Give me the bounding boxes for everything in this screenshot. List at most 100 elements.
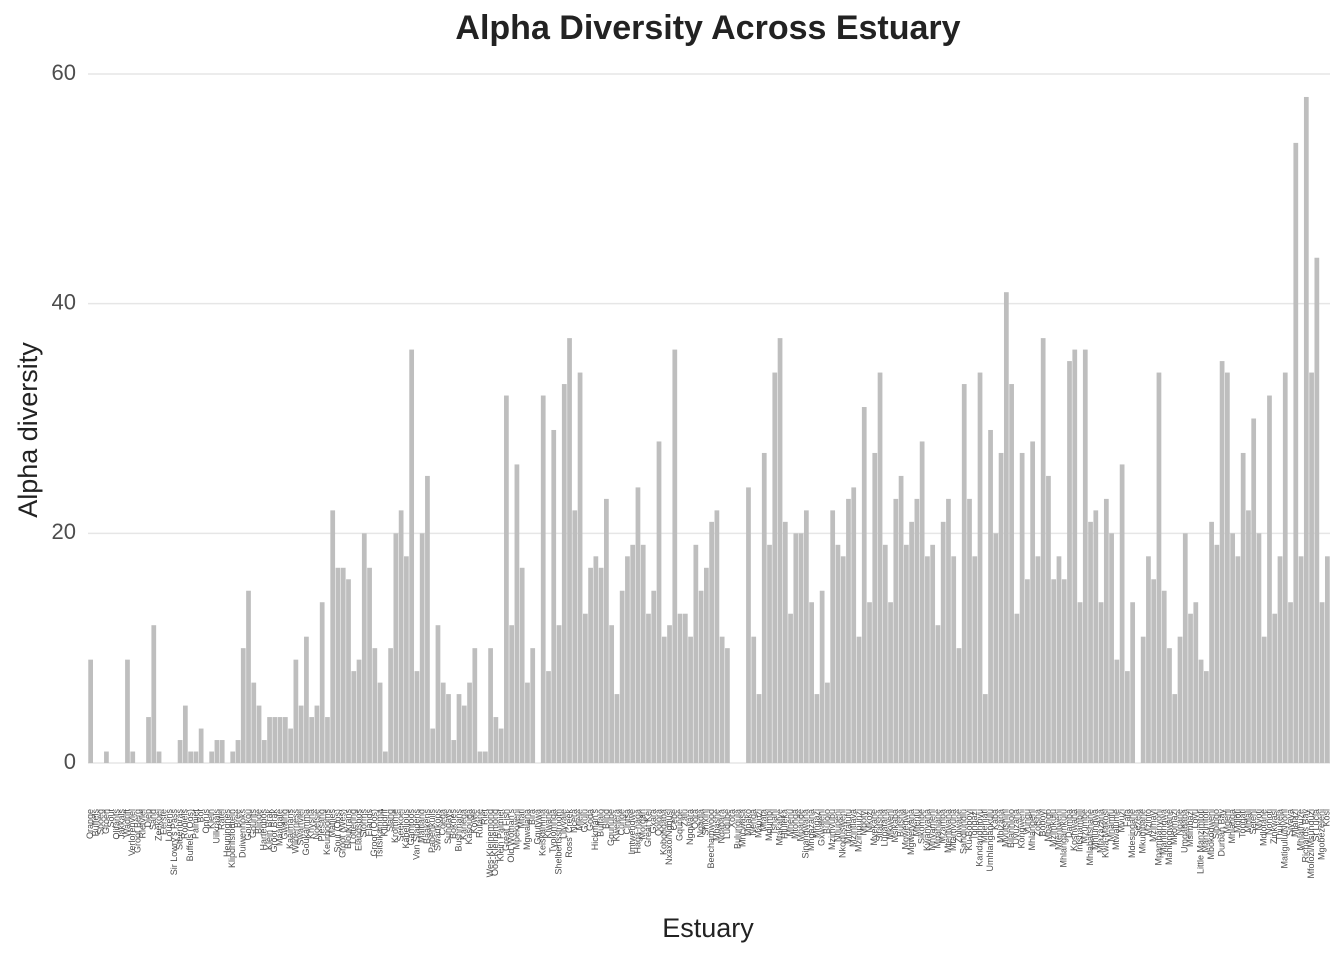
bar: [1014, 613, 1020, 763]
x-tick-label: Mfolozi/Msunduzi: [1306, 809, 1316, 879]
x-tick-label: Ngqwara: [685, 809, 695, 845]
x-tick-label: Duiwenhoks: [238, 809, 248, 859]
bar: [803, 510, 809, 763]
x-tick-label: Sout: [106, 809, 116, 828]
x-tick-label: Riet: [480, 809, 490, 826]
x-tick-label: Qora: [690, 809, 700, 829]
bar: [461, 705, 467, 763]
bar: [304, 636, 309, 763]
x-tick-label: Zotsha: [1032, 809, 1042, 837]
x-tick-label: Ross' Creek: [564, 809, 574, 858]
x-tick-label: Cunge: [617, 809, 627, 836]
x-tick-label: Mngazana: [806, 809, 816, 851]
bar: [1272, 613, 1278, 763]
x-tick-label: St Lucia: [1311, 809, 1321, 842]
x-tick-label: Noetsie: [311, 809, 321, 840]
x-tick-label: Mtonga: [790, 809, 800, 839]
x-tick-label: Steenbras: [174, 809, 184, 851]
bar: [598, 567, 604, 763]
bar: [551, 429, 557, 763]
bar: [256, 705, 262, 763]
x-tick-label: Mpande: [795, 809, 805, 842]
x-tick-label: Sir Lowry's Pass: [169, 809, 179, 876]
x-tick-label: Keurbooms: [322, 809, 332, 856]
x-tick-label: Klipdrifsfontein: [227, 809, 237, 868]
x-tick-label: Lupatana: [880, 809, 890, 847]
bar: [219, 740, 225, 763]
bar: [798, 533, 804, 763]
x-tick-label: Siyaya: [1285, 809, 1295, 836]
x-tick-label: Kosi: [1322, 809, 1332, 827]
x-tick-label: Breë: [232, 809, 242, 828]
bar: [182, 705, 188, 763]
bar: [198, 728, 204, 763]
x-tick-label: Ntlupeni: [832, 809, 842, 842]
x-tick-label: Umgababa: [1180, 809, 1190, 853]
x-tick-label: Palmiet: [190, 809, 200, 840]
bar: [209, 751, 215, 763]
bar: [288, 728, 293, 763]
x-tick-label: Mvutshini: [1001, 809, 1011, 847]
x-tick-label: Ludube: [722, 809, 732, 839]
bar: [856, 636, 862, 763]
x-tick-label: Mtakatye: [774, 809, 784, 846]
x-tick-label: Elands: [364, 809, 374, 837]
x-tick-label: Qolora: [653, 809, 663, 836]
x-tick-label: Klein Palmiet: [495, 809, 505, 862]
x-tick-label: Old Woman's: [506, 809, 516, 863]
x-tick-label: Little Manzimtoti: [1195, 809, 1205, 874]
bar: [982, 694, 988, 763]
x-tick-label: Buffalo: [595, 809, 605, 837]
bar: [330, 510, 336, 763]
x-tick-label: Buffels (Oos): [185, 809, 195, 861]
bar: [1061, 579, 1067, 763]
bar: [561, 384, 567, 763]
x-tick-label: Uilkraals: [211, 809, 221, 844]
bar: [1040, 338, 1046, 763]
bar: [498, 728, 504, 763]
x-tick-label: Gqutywa: [532, 809, 542, 845]
x-tick-label: Kongweni: [1017, 809, 1027, 849]
bar: [725, 648, 730, 763]
x-tick-label: Sikombe: [917, 809, 927, 844]
bar: [1019, 452, 1025, 763]
bar: [888, 602, 893, 763]
x-tick-label: Vungu: [1022, 809, 1032, 835]
x-tick-label: Cintsa: [622, 809, 632, 835]
bar: [88, 659, 93, 763]
bar: [877, 372, 883, 763]
bar: [956, 648, 962, 763]
x-tick-label: Mzumbe: [1080, 809, 1090, 844]
bar: [919, 441, 925, 763]
bar: [872, 452, 878, 763]
bar: [1072, 349, 1078, 763]
bar: [667, 625, 672, 763]
x-tick-label: Mlele: [574, 809, 584, 831]
x-tick-label: Mngazi: [811, 809, 821, 838]
x-tick-label: Bilanhlolo: [1006, 809, 1016, 848]
x-tick-label: Wilderness: [290, 809, 300, 854]
bar: [851, 487, 857, 763]
x-tick-label: Maalgate: [274, 809, 284, 846]
bar: [451, 740, 457, 763]
x-tick-label: Onrus: [201, 809, 211, 834]
bar: [614, 694, 620, 763]
bar: [1246, 510, 1251, 763]
bar: [672, 349, 678, 763]
x-tick-label: Mgwetyana: [906, 809, 916, 855]
bar: [435, 625, 441, 763]
bar: [1319, 602, 1325, 763]
bar: [619, 590, 625, 763]
x-tick-label: Mkumbane: [1138, 809, 1148, 854]
x-tick-label: Mhlangeni: [1027, 809, 1037, 851]
bar: [1267, 395, 1272, 763]
bar: [298, 705, 304, 763]
x-tick-label: Manzimtoti: [1201, 809, 1211, 853]
x-tick-label: Mzamba: [938, 809, 948, 844]
bar: [661, 636, 667, 763]
x-tick-label: Mhlangamkulu: [1059, 809, 1069, 868]
bar: [940, 521, 946, 763]
x-tick-label: Mgwalana: [522, 809, 532, 850]
x-tick-label: Klipdrif: [380, 809, 390, 837]
x-tick-label: Tongazi: [969, 809, 979, 840]
